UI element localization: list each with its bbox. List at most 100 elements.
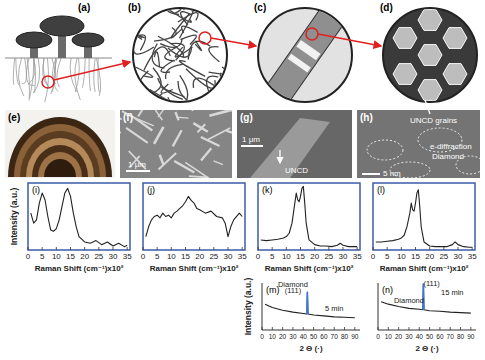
x-tick-label: 30	[339, 252, 348, 261]
fungus-layer	[14, 124, 106, 177]
x-tick-label: 35	[468, 252, 477, 261]
tem-grains	[367, 128, 480, 178]
x-tick	[70, 247, 71, 250]
cap	[72, 33, 104, 47]
x-tick	[439, 327, 440, 330]
x-tick	[313, 327, 314, 330]
y-axis	[378, 283, 379, 330]
x-tick-label: 30	[109, 252, 118, 261]
panel-label: (e)	[8, 112, 20, 123]
x-tick	[314, 247, 315, 250]
fiber	[186, 69, 215, 89]
sem-bg	[237, 110, 352, 178]
root	[45, 58, 49, 102]
x-axis-label: Raman Shift (cm⁻¹)x10²	[35, 264, 124, 273]
grain-outline	[367, 140, 403, 160]
annotation: (111)	[285, 286, 302, 295]
sem-fiber	[173, 130, 182, 146]
chart: 05101520253035(j)Raman Shift (cm⁻¹)x10²	[141, 183, 247, 273]
tem-h: UNCD grainse-diffractionDiamond5 nm	[357, 110, 484, 178]
x-tick-label: 30	[224, 252, 233, 261]
annotation: 5 min	[325, 304, 343, 313]
x-tick-label: 5	[270, 252, 275, 261]
fiber	[163, 0, 190, 11]
x-tick-label: 70	[331, 333, 339, 340]
fiber	[208, 6, 229, 37]
grain	[393, 64, 417, 85]
annotation: 15 min	[441, 288, 464, 297]
y-axis	[262, 283, 263, 330]
scale-text: 1 μm	[128, 160, 146, 169]
x-tick	[143, 247, 144, 250]
sem-fiber	[193, 123, 207, 132]
fiber	[209, 47, 220, 62]
x-tick-label: 80	[341, 333, 349, 340]
x-axis-label: Raman Shift (cm⁻¹)x10²	[150, 264, 239, 273]
x-tick-label: 10	[167, 252, 176, 261]
x-tick	[213, 247, 214, 250]
y-axis-label: Intensity (a.u.)	[243, 278, 253, 336]
root	[94, 58, 95, 92]
y-axis-label: Intensity (a.u.)	[9, 188, 19, 246]
zoom-circle	[42, 76, 54, 88]
x-tick	[157, 247, 158, 250]
x-tick	[378, 327, 379, 330]
zoom-arrow	[211, 38, 256, 46]
rod-band	[296, 40, 320, 60]
panel-label: (f)	[123, 112, 133, 123]
sem-fiber	[120, 118, 122, 121]
x-tick-label: 80	[457, 333, 465, 340]
root	[16, 58, 20, 86]
x-tick	[458, 247, 459, 250]
x-tick-label: 50	[310, 333, 318, 340]
panel-label: (c)	[254, 2, 266, 13]
image-label: e-diffraction	[430, 142, 472, 151]
fiber	[133, 66, 152, 77]
grain	[393, 28, 417, 49]
x-tick	[429, 327, 430, 330]
x-tick	[113, 247, 114, 250]
plot-data	[381, 284, 471, 313]
x-tick-label: 20	[310, 252, 319, 261]
x-tick-label: 0	[256, 252, 261, 261]
x-tick-label: 20	[195, 252, 204, 261]
illustration-d	[383, 8, 477, 102]
x-tick-label: 35	[353, 252, 362, 261]
x-axis	[262, 330, 360, 331]
x-tick	[408, 327, 409, 330]
x-tick-label: 10	[269, 333, 277, 340]
x-tick	[387, 247, 388, 250]
image-label: Diamond	[432, 152, 464, 161]
sem-fiber	[209, 110, 229, 115]
sem-fibers	[120, 110, 232, 178]
data-line	[146, 196, 242, 236]
x-tick-label: 40	[300, 333, 308, 340]
x-tick-label: 10	[282, 252, 291, 261]
root	[22, 58, 27, 84]
panel-label: (k)	[262, 185, 273, 195]
sem-fiber	[189, 176, 208, 177]
x-tick	[127, 247, 128, 250]
pointer-arrow	[279, 150, 280, 163]
chart: 05101520253035(k)Raman Shift (cm⁻¹)x10²	[256, 183, 362, 273]
fiber	[149, 94, 162, 105]
x-tick-label: 35	[238, 252, 247, 261]
data-line	[261, 186, 357, 246]
x-tick-label: 15	[411, 252, 420, 261]
fungus-layer	[44, 159, 76, 177]
fiber	[183, 0, 184, 10]
x-tick-label: 25	[324, 252, 333, 261]
fiber	[207, 76, 219, 106]
x-tick-label: 0	[141, 252, 146, 261]
panel-label: (l)	[377, 185, 385, 195]
fiber-view	[262, 2, 348, 108]
x-tick-label: 15	[66, 252, 75, 261]
x-tick	[272, 327, 273, 330]
root	[89, 58, 90, 91]
plot-data	[265, 292, 355, 317]
illustration-b	[102, 0, 256, 122]
annotation: (111)	[423, 279, 440, 288]
x-tick	[450, 327, 451, 330]
plot-data	[146, 196, 242, 236]
grain	[418, 45, 442, 66]
